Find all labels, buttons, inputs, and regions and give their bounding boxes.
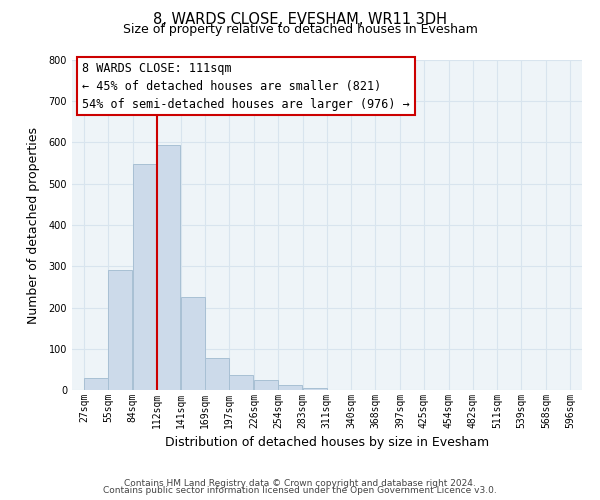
Bar <box>229 375 253 390</box>
Text: Contains public sector information licensed under the Open Government Licence v3: Contains public sector information licen… <box>103 486 497 495</box>
Bar <box>278 385 302 390</box>
Bar <box>254 380 278 390</box>
X-axis label: Distribution of detached houses by size in Evesham: Distribution of detached houses by size … <box>165 436 489 450</box>
Text: Size of property relative to detached houses in Evesham: Size of property relative to detached ho… <box>122 22 478 36</box>
Bar <box>84 378 108 390</box>
Text: Contains HM Land Registry data © Crown copyright and database right 2024.: Contains HM Land Registry data © Crown c… <box>124 478 476 488</box>
Bar <box>157 144 181 390</box>
Bar <box>205 358 229 390</box>
Bar <box>133 164 157 390</box>
Bar <box>181 297 205 390</box>
Text: 8, WARDS CLOSE, EVESHAM, WR11 3DH: 8, WARDS CLOSE, EVESHAM, WR11 3DH <box>153 12 447 28</box>
Bar <box>302 388 326 390</box>
Y-axis label: Number of detached properties: Number of detached properties <box>28 126 40 324</box>
Bar <box>108 270 132 390</box>
Text: 8 WARDS CLOSE: 111sqm
← 45% of detached houses are smaller (821)
54% of semi-det: 8 WARDS CLOSE: 111sqm ← 45% of detached … <box>82 62 410 110</box>
